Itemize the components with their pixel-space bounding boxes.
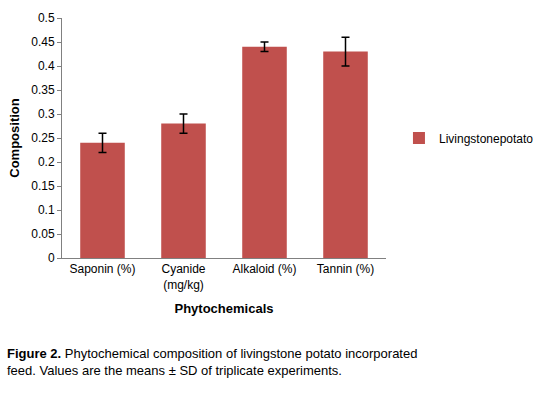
svg-text:Cyanide(mg/kg): Cyanide(mg/kg) <box>161 262 205 292</box>
svg-text:Composition: Composition <box>7 98 22 177</box>
svg-text:Livingstonepotato: Livingstonepotato <box>439 132 533 146</box>
svg-text:Tannin (%): Tannin (%) <box>317 262 374 276</box>
svg-text:Saponin (%): Saponin (%) <box>69 262 135 276</box>
svg-text:0.45: 0.45 <box>31 35 55 49</box>
svg-text:0.1: 0.1 <box>38 203 55 217</box>
svg-text:0.25: 0.25 <box>31 131 55 145</box>
svg-text:0.2: 0.2 <box>38 155 55 169</box>
svg-text:0.3: 0.3 <box>38 107 55 121</box>
svg-text:0: 0 <box>48 251 55 265</box>
svg-text:0.05: 0.05 <box>31 227 55 241</box>
svg-text:0.4: 0.4 <box>38 59 55 73</box>
svg-text:Alkaloid (%): Alkaloid (%) <box>232 262 296 276</box>
svg-text:0.35: 0.35 <box>31 83 55 97</box>
svg-text:0.15: 0.15 <box>31 179 55 193</box>
svg-text:Phytochemicals: Phytochemicals <box>175 301 274 316</box>
svg-text:0.5: 0.5 <box>38 11 55 25</box>
svg-text:Figure 2. Phytochemical compos: Figure 2. Phytochemical composition of l… <box>7 346 417 378</box>
